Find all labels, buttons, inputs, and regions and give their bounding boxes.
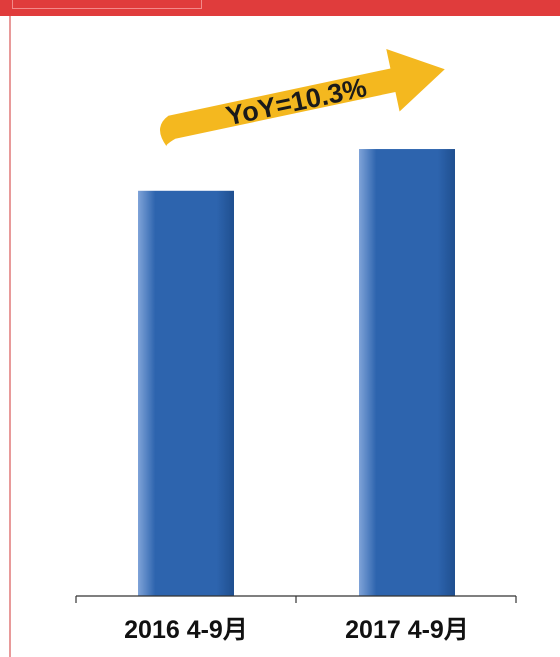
top-accent-tab	[12, 0, 202, 9]
top-accent-bar	[0, 0, 560, 16]
x-axis-labels: 2016 4-9月 2017 4-9月	[124, 616, 469, 644]
yoy-label: YoY=10.3%	[223, 72, 369, 131]
yoy-arrow-shape	[160, 48, 445, 147]
x-tick-label-1: 2016 4-9月	[124, 616, 248, 644]
left-border-line	[9, 16, 11, 657]
bar-series	[138, 149, 455, 597]
bar-1	[138, 190, 234, 597]
bar-2	[359, 149, 455, 596]
x-tick-label-2: 2017 4-9月	[345, 616, 469, 644]
yoy-arrow: YoY=10.3%	[160, 48, 445, 147]
